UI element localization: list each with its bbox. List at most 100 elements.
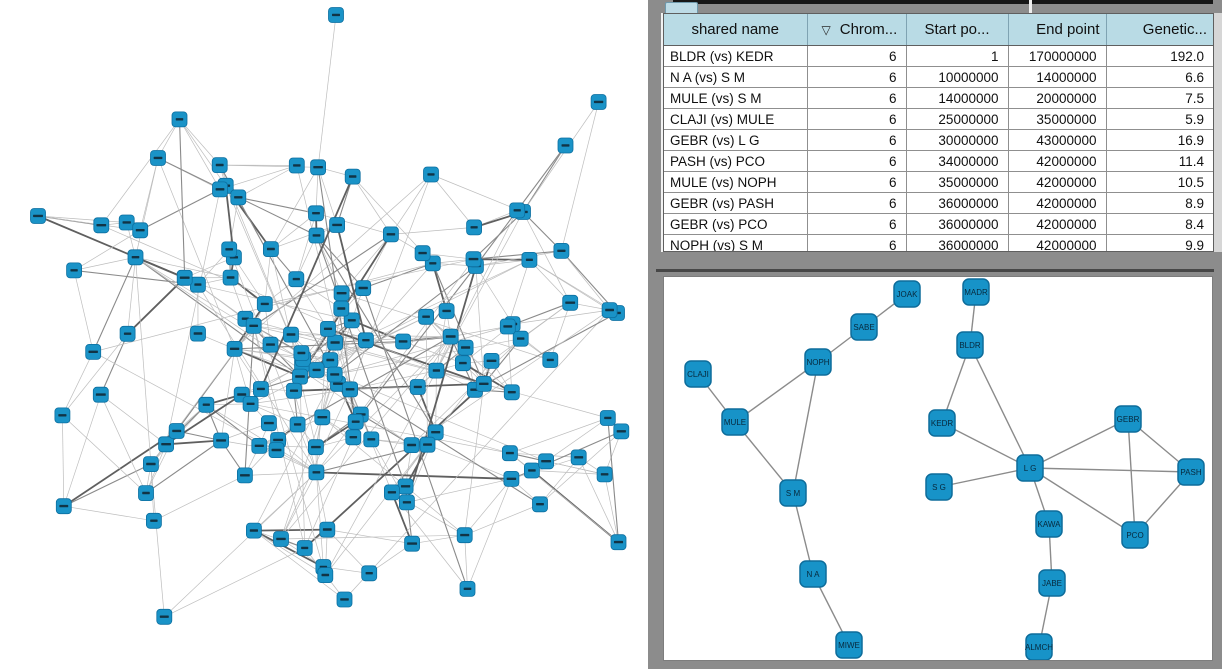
network-node-NA[interactable]: N A	[799, 560, 827, 588]
graph-node[interactable]	[171, 111, 188, 128]
network-node-SG[interactable]: S G	[925, 473, 953, 501]
table-cell[interactable]: 42000000	[1007, 234, 1106, 251]
graph-node[interactable]	[590, 94, 607, 110]
network-node-PCO[interactable]: PCO	[1121, 521, 1149, 549]
table-cell[interactable]: 35000000	[1007, 108, 1106, 130]
graph-node[interactable]	[499, 318, 516, 335]
graph-node[interactable]	[245, 522, 262, 539]
graph-node[interactable]	[293, 345, 310, 362]
table-cell[interactable]: 10000000	[905, 66, 1008, 88]
graph-node[interactable]	[288, 157, 305, 174]
graph-node[interactable]	[512, 330, 529, 347]
graph-node[interactable]	[132, 222, 149, 239]
network-node-JOAK[interactable]: JOAK	[893, 280, 921, 308]
table-cell[interactable]: GEBR (vs) PASH	[664, 192, 807, 214]
table-cell[interactable]: 36000000	[905, 192, 1008, 214]
graph-node[interactable]	[138, 485, 154, 502]
graph-node[interactable]	[524, 462, 540, 479]
column-header-chrom[interactable]: ▽ Chrom...	[806, 14, 906, 46]
table-cell[interactable]: 10.5	[1105, 171, 1213, 193]
secondary-network-canvas[interactable]: MADR JOAK SABE BLDR NOPH CLAJI GEBR MULE KEDR L G…	[664, 277, 1212, 660]
network-node-MADR[interactable]: MADR	[962, 278, 990, 306]
graph-node[interactable]	[459, 581, 476, 597]
table-cell[interactable]: NOPH (vs) S M	[664, 234, 807, 251]
network-node-MIWE[interactable]: MIWE	[835, 631, 863, 659]
network-edge-NOPH-MULE[interactable]	[734, 361, 819, 423]
graph-node[interactable]	[383, 484, 400, 501]
table-cell[interactable]: 170000000	[1007, 45, 1106, 67]
graph-node[interactable]	[145, 512, 162, 529]
graph-node[interactable]	[329, 217, 346, 233]
table-cell[interactable]: GEBR (vs) L G	[664, 129, 807, 151]
graph-node[interactable]	[55, 498, 72, 515]
graph-node[interactable]	[92, 386, 109, 403]
table-cell[interactable]: PASH (vs) PCO	[664, 150, 807, 172]
graph-node[interactable]	[398, 494, 415, 511]
network-node-SM[interactable]: S M	[779, 479, 807, 507]
network-node-SABE[interactable]: SABE	[850, 313, 878, 341]
table-cell[interactable]: BLDR (vs) KEDR	[664, 45, 807, 67]
graph-node[interactable]	[562, 294, 579, 311]
graph-node[interactable]	[428, 362, 445, 379]
graph-node[interactable]	[189, 276, 206, 293]
table-row[interactable]: GEBR (vs) PASH 6 36000000 42000000 8.9	[664, 192, 1213, 214]
table-cell[interactable]: 6	[806, 150, 906, 172]
graph-node[interactable]	[30, 208, 46, 224]
graph-node[interactable]	[465, 251, 482, 268]
table-cell[interactable]: 6	[806, 171, 906, 193]
panel-tab-stub[interactable]	[665, 2, 698, 13]
network-node-MULE[interactable]: MULE	[721, 408, 749, 436]
graph-node[interactable]	[509, 202, 526, 219]
table-cell[interactable]: 42000000	[1007, 150, 1106, 172]
graph-node[interactable]	[610, 534, 627, 551]
graph-node[interactable]	[158, 436, 175, 453]
network-node-PASH[interactable]: PASH	[1177, 458, 1205, 486]
graph-node[interactable]	[85, 343, 102, 360]
graph-node[interactable]	[119, 325, 136, 342]
network-node-NOPH[interactable]: NOPH	[804, 348, 832, 376]
graph-node[interactable]	[198, 396, 215, 413]
graph-node[interactable]	[553, 242, 570, 259]
graph-node[interactable]	[93, 217, 110, 234]
network-node-KEDR[interactable]: KEDR	[928, 409, 956, 437]
graph-node[interactable]	[613, 423, 630, 440]
table-cell[interactable]: 8.4	[1105, 213, 1213, 235]
network-node-JABE[interactable]: JABE	[1038, 569, 1066, 597]
graph-node[interactable]	[242, 395, 259, 412]
table-cell[interactable]: 34000000	[905, 150, 1008, 172]
graph-node[interactable]	[314, 409, 331, 426]
table-cell[interactable]: 7.5	[1105, 87, 1213, 109]
table-cell[interactable]: 8.9	[1105, 192, 1213, 214]
table-cell[interactable]: 43000000	[1007, 129, 1106, 151]
network-node-LG[interactable]: L G	[1016, 454, 1044, 482]
table-row[interactable]: MULE (vs) NOPH 6 35000000 42000000 10.5	[664, 171, 1213, 193]
graph-node[interactable]	[570, 449, 587, 466]
table-cell[interactable]: 6	[806, 108, 906, 130]
table-cell[interactable]: MULE (vs) S M	[664, 87, 807, 109]
graph-node[interactable]	[283, 326, 299, 343]
table-cell[interactable]: N A (vs) S M	[664, 66, 807, 88]
table-cell[interactable]: 6	[806, 45, 906, 67]
graph-node[interactable]	[221, 241, 238, 258]
graph-node[interactable]	[262, 241, 279, 258]
graph-node[interactable]	[355, 280, 372, 297]
graph-node[interactable]	[403, 437, 420, 454]
column-header-endpoint[interactable]: End point	[1007, 14, 1106, 46]
graph-node[interactable]	[466, 219, 483, 236]
graph-node[interactable]	[345, 429, 362, 446]
graph-node[interactable]	[213, 432, 230, 449]
network-edge-LG-PASH[interactable]	[1029, 467, 1192, 473]
table-cell[interactable]: 1	[905, 45, 1008, 67]
graph-node[interactable]	[252, 381, 269, 397]
graph-node[interactable]	[361, 565, 378, 582]
graph-node[interactable]	[256, 296, 273, 312]
table-cell[interactable]: 6	[806, 87, 906, 109]
network-node-GEBR[interactable]: GEBR	[1114, 405, 1142, 433]
filter-funnel-icon[interactable]: ▽	[821, 23, 831, 37]
table-cell[interactable]: 5.9	[1105, 108, 1213, 130]
graph-node[interactable]	[251, 437, 268, 454]
graph-node[interactable]	[557, 137, 574, 154]
graph-node[interactable]	[319, 521, 336, 538]
network-edge-NOPH-SM[interactable]	[792, 361, 819, 494]
graph-node[interactable]	[328, 7, 344, 23]
